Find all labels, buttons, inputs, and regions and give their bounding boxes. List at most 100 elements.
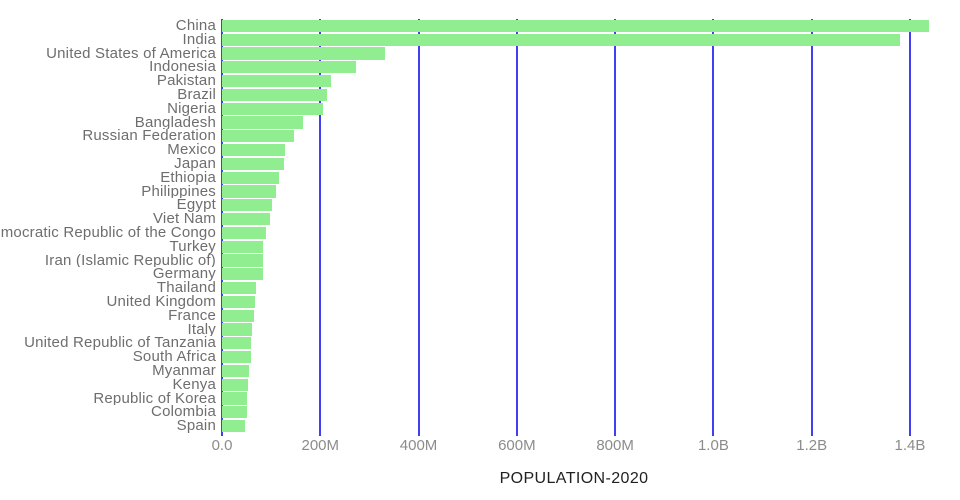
bar-row: Democratic Republic of the Congo — [0, 226, 960, 240]
x-tick-label: 600M — [498, 437, 536, 454]
category-label: United Republic of Tanzania — [0, 336, 222, 350]
population-bar — [222, 323, 252, 336]
bar-row: Germany — [0, 267, 960, 281]
gridline — [712, 19, 715, 436]
bar-row: Turkey — [0, 240, 960, 254]
population-bar — [222, 19, 930, 32]
category-label: Italy — [0, 323, 222, 337]
population-bar — [222, 116, 303, 129]
bar-row: Philippines — [0, 185, 960, 199]
population-bar — [222, 240, 264, 253]
x-axis-title: POPULATION-2020 — [499, 470, 649, 487]
category-label: Spain — [0, 419, 222, 433]
category-label: Mexico — [0, 143, 222, 157]
population-bar — [222, 378, 249, 391]
bar-row: Colombia — [0, 405, 960, 419]
category-label: France — [0, 309, 222, 323]
category-label-text: Ethiopia — [160, 170, 216, 185]
category-label: Colombia — [0, 405, 222, 419]
category-label: Turkey — [0, 240, 222, 254]
category-label: Philippines — [0, 185, 222, 199]
population-bar — [222, 364, 249, 377]
bar-row: France — [0, 309, 960, 323]
category-label-text: Colombia — [151, 405, 216, 420]
population-bar — [222, 392, 248, 405]
category-label-text: United States of America — [46, 46, 216, 61]
bar-row: Mexico — [0, 143, 960, 157]
population-bar — [222, 309, 255, 322]
bar-row: Myanmar — [0, 364, 960, 378]
gridline — [908, 19, 911, 436]
category-label-text: Philippines — [141, 184, 216, 199]
population-bar — [222, 212, 270, 226]
x-tick-label: 1.2B — [796, 437, 828, 454]
population-bar — [222, 102, 324, 115]
category-label: Indonesia — [0, 60, 222, 74]
gridline — [614, 19, 617, 436]
category-label: South Africa — [0, 350, 222, 364]
bar-row: Pakistan — [0, 74, 960, 88]
category-label: Republic of Korea — [0, 392, 222, 406]
bar-row: India — [0, 33, 960, 47]
bar-row: Spain — [0, 419, 960, 433]
category-label: Iran (Islamic Republic of) — [0, 254, 222, 268]
category-label: Myanmar — [0, 364, 222, 378]
category-label: Thailand — [0, 281, 222, 295]
category-label: Ethiopia — [0, 171, 222, 185]
x-tick-label: 1.0B — [697, 437, 729, 454]
category-label-text: Nigeria — [167, 101, 216, 116]
gridline — [319, 19, 322, 436]
category-label-text: Egypt — [176, 198, 216, 213]
bar-row: Thailand — [0, 281, 960, 295]
category-label-text: Brazil — [177, 87, 216, 102]
category-label: Viet Nam — [0, 212, 222, 226]
population-bar — [222, 226, 266, 239]
x-tick-label: 1.4B — [894, 437, 926, 454]
bar-row: United Republic of Tanzania — [0, 336, 960, 350]
category-label-text: China — [175, 19, 216, 33]
bar-row: Egypt — [0, 198, 960, 212]
bar-row: Japan — [0, 157, 960, 171]
population-bar — [222, 33, 901, 46]
bar-row: Ethiopia — [0, 171, 960, 185]
bar-row: Indonesia — [0, 60, 960, 74]
category-label-text: Russian Federation — [82, 129, 216, 144]
population-bar — [222, 88, 327, 101]
category-label: India — [0, 33, 222, 47]
category-label-text: India — [182, 32, 216, 47]
category-label-text: Republic of Korea — [93, 391, 216, 406]
population-bar — [222, 185, 276, 198]
bar-row: Brazil — [0, 88, 960, 102]
category-label-text: Pakistan — [156, 74, 216, 88]
category-label-text: Indonesia — [149, 60, 216, 75]
category-label: Japan — [0, 157, 222, 171]
population-bar — [222, 419, 245, 433]
population-bar — [222, 199, 273, 212]
population-bar — [222, 61, 357, 74]
population-bar — [222, 254, 264, 267]
population-bar — [222, 47, 385, 60]
category-label: Democratic Republic of the Congo — [0, 226, 222, 240]
category-label-text: Bangladesh — [134, 115, 216, 130]
category-label-text: Mexico — [167, 143, 216, 157]
category-label: United States of America — [0, 47, 222, 61]
category-label-text: United Republic of Tanzania — [24, 336, 216, 351]
category-label-text: Germany — [152, 267, 216, 282]
category-label: Egypt — [0, 198, 222, 212]
category-label-text: Myanmar — [152, 363, 216, 378]
category-label: Pakistan — [0, 74, 222, 88]
category-label-text: Iran (Islamic Republic of) — [44, 253, 216, 268]
population-bar — [222, 268, 264, 281]
bar-row: South Africa — [0, 350, 960, 364]
category-label: Bangladesh — [0, 116, 222, 130]
gridline — [417, 19, 420, 436]
population-bar — [222, 337, 252, 350]
population-bar — [222, 295, 256, 308]
category-label-text: Turkey — [169, 239, 216, 254]
population-bar — [222, 143, 286, 157]
category-label: United Kingdom — [0, 295, 222, 309]
category-label: Nigeria — [0, 102, 222, 116]
x-tick-label: 200M — [301, 437, 340, 454]
x-tick-label: 800M — [596, 437, 634, 454]
